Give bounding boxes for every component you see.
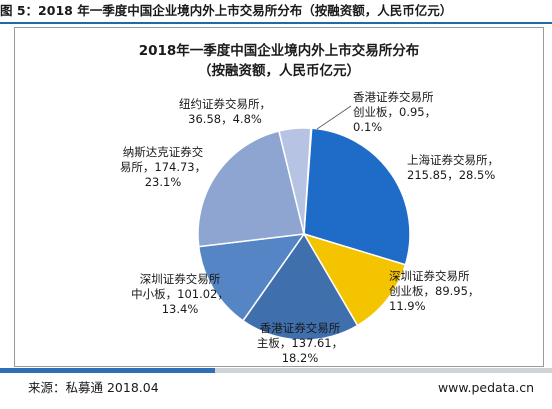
slice-data-label: 香港证券交易所主板，137.61， 18.2% bbox=[257, 321, 343, 365]
slice-data-label: 上海证券交易所， 215.85，28.5% bbox=[407, 153, 499, 182]
website-link[interactable]: www.pedata.cn bbox=[437, 380, 534, 395]
slice-data-label: 纽约证券交易所， 36.58，4.8% bbox=[179, 97, 271, 126]
pie-chart: 香港证券交易所创业板，0.95， 0.1% 上海证券交易所， 215.85，28.5%… bbox=[120, 90, 499, 365]
caption-divider bbox=[0, 22, 552, 24]
source-note: 来源：私募通 2018.04 bbox=[28, 380, 159, 395]
pie-slice bbox=[197, 130, 305, 248]
pie-slice bbox=[302, 232, 407, 327]
footer-bar-accent bbox=[0, 368, 215, 373]
chart-subtitle: （按融资额，人民币亿元） bbox=[198, 63, 360, 79]
slice-data-label: 香港证券交易所创业板，0.95， 0.1% bbox=[353, 90, 436, 134]
pie-slice bbox=[197, 233, 306, 322]
chart-title: 2018年一季度中国企业境内外上市交易所分布 bbox=[138, 43, 420, 59]
chart-frame: 2018年一季度中国企业境内外上市交易所分布 （按融资额，人民币亿元） 香港证券… bbox=[14, 27, 544, 367]
figure-caption: 图 5：2018 年一季度中国企业境内外上市交易所分布（按融资额，人民币亿元） bbox=[0, 3, 453, 18]
footer-bar bbox=[0, 368, 552, 373]
leader-line bbox=[316, 105, 352, 130]
pie-slice bbox=[278, 127, 312, 235]
slice-data-label: 深圳证券交易所中小板，101.02， 13.4% bbox=[131, 272, 229, 316]
pie-slice bbox=[241, 232, 359, 341]
pie-slice bbox=[303, 127, 411, 266]
slice-data-label: 深圳证券交易所创业板，89.95， 11.9% bbox=[389, 269, 479, 313]
slice-data-label: 纳斯达克证券交易所，174.73， 23.1% bbox=[120, 145, 206, 189]
